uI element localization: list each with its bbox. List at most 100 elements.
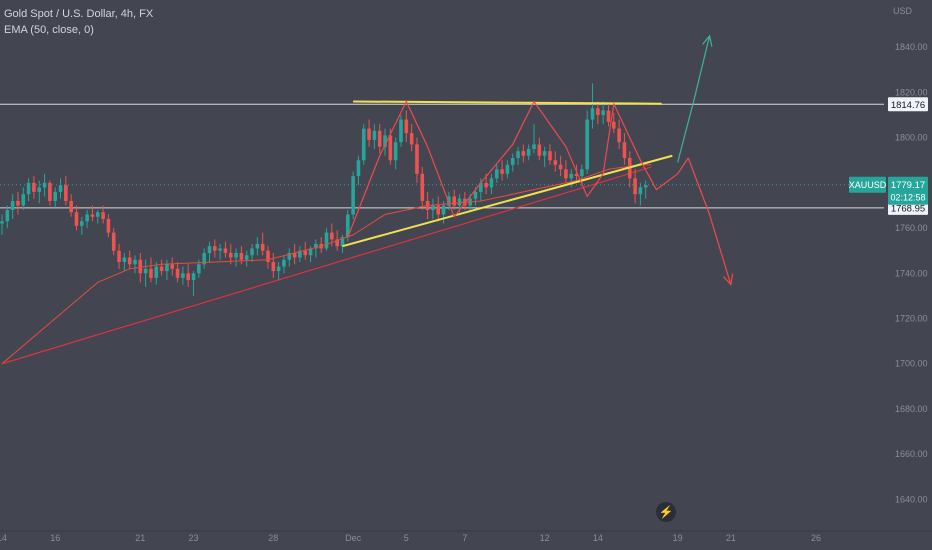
candle-body [415, 144, 419, 174]
price-axis [886, 0, 932, 531]
candle-body [80, 221, 84, 226]
candle-body [404, 119, 409, 134]
candle-body [324, 232, 329, 249]
candle-body [452, 196, 456, 206]
bullish-arrow [677, 35, 711, 163]
level-price-badge [888, 97, 928, 112]
candle-body [335, 239, 339, 247]
chart-legend: Gold Spot / U.S. Dollar, 4h, FX EMA (50,… [4, 6, 153, 38]
candle-body [213, 246, 217, 251]
candle-body [53, 191, 57, 201]
zigzag-path [347, 100, 689, 238]
candle-body [26, 182, 31, 195]
candle-body [133, 259, 137, 265]
candle-body [255, 243, 260, 249]
candle-body [32, 182, 36, 192]
price-tick-label: 1640.00 [895, 494, 928, 504]
symbol-badge-text: XAUUSD [849, 180, 887, 190]
candle-body [175, 268, 180, 278]
candle-body [585, 119, 589, 170]
candle-body [612, 121, 616, 129]
candle-body [90, 214, 95, 217]
countdown-text: 02:12:58 [890, 193, 925, 203]
price-tick-label: 1760.00 [895, 223, 928, 233]
candle-body [447, 196, 451, 206]
candle-body [330, 232, 334, 240]
currency-label: USD [893, 6, 913, 16]
candle-body [532, 144, 536, 149]
candle-body [207, 246, 212, 253]
candle-body [287, 252, 292, 260]
candle-body [526, 148, 531, 156]
candle-body [101, 212, 105, 220]
candle-body [276, 266, 281, 272]
time-tick-label: Dec [345, 533, 362, 543]
time-tick-label: 19 [673, 533, 683, 543]
candle-body [361, 128, 366, 161]
candle-body [42, 182, 47, 188]
candle-body [340, 237, 345, 247]
price-tick-label: 1720.00 [895, 314, 928, 324]
candle-body [601, 110, 605, 116]
candle-body [643, 185, 648, 188]
candle-body [292, 252, 297, 258]
candle-body [484, 182, 488, 188]
candle-body [5, 210, 10, 222]
bullish-arrow-head [702, 34, 713, 47]
time-tick-label: 21 [135, 533, 145, 543]
candle-body [436, 205, 441, 215]
time-tick-label: 14 [0, 533, 7, 543]
bearish-arrow [687, 157, 732, 285]
time-tick-label: 21 [726, 533, 736, 543]
lightning-icon[interactable]: ⚡ [656, 502, 676, 522]
candle-body [548, 151, 552, 161]
candle-body [617, 128, 621, 143]
candle-body [37, 187, 42, 192]
candle-body [351, 176, 355, 215]
candle-body [500, 169, 504, 174]
candle-body [431, 205, 435, 210]
candle-body [250, 248, 254, 256]
symbol-badge [849, 176, 886, 193]
candle-body [106, 219, 111, 233]
price-tick-label: 1840.00 [895, 42, 928, 52]
candle-body [223, 248, 228, 253]
candle-body [117, 250, 121, 262]
candle-body [149, 268, 153, 278]
candle-body [271, 262, 276, 272]
candle-body [154, 266, 159, 278]
candle-body [165, 264, 169, 272]
candle-body [596, 108, 600, 116]
candle-body [64, 185, 68, 201]
candle-body [505, 164, 510, 174]
candle-body [622, 142, 627, 158]
time-tick-label: 28 [268, 533, 278, 543]
price-tick-label: 1820.00 [895, 87, 928, 97]
candle-body [10, 200, 15, 210]
level-price-text: 1768.95 [891, 203, 925, 214]
candle-body [510, 158, 515, 165]
candle-body [228, 252, 233, 258]
candle-body [266, 250, 270, 262]
candle-body [537, 144, 542, 156]
candle-body [372, 130, 377, 140]
candle-body [441, 205, 446, 215]
candle-body [564, 169, 568, 179]
candle-body [393, 142, 398, 161]
candle-body [356, 160, 361, 177]
candle-body [239, 252, 244, 260]
candle-body [558, 164, 563, 170]
candle-body [95, 212, 100, 217]
candle-body [590, 108, 595, 120]
candle-body [218, 248, 222, 251]
candle-body [542, 151, 547, 156]
candle-body [74, 212, 79, 226]
ema-line [1, 164, 652, 365]
candle-body [21, 194, 26, 206]
candle-body [494, 169, 499, 179]
candle-body [420, 173, 425, 201]
bearish-arrow-head [722, 273, 734, 286]
price-tick-label: 1800.00 [895, 133, 928, 143]
